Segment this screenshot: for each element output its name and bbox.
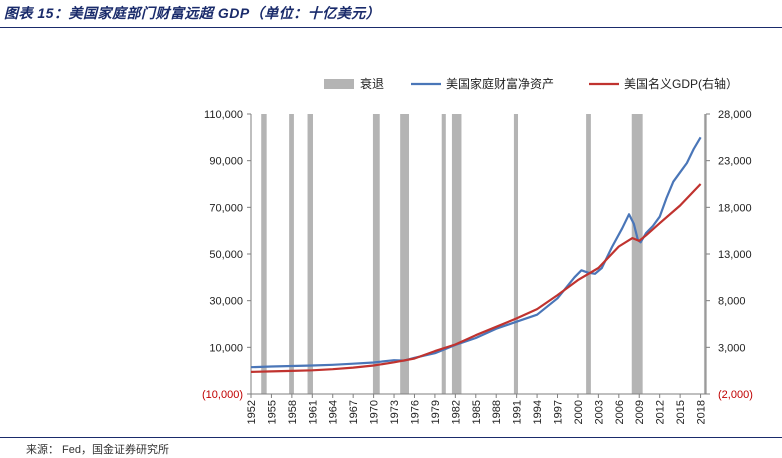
y-right-tick-label: 13,000 xyxy=(718,249,752,261)
figure-title: 图表 15：美国家庭部门财富远超 GDP（单位：十亿美元） xyxy=(4,5,381,21)
legend-swatch-recession xyxy=(324,79,354,89)
legend-label-wealth: 美国家庭财富净资产 xyxy=(446,76,554,91)
x-tick-label: 2003 xyxy=(593,400,605,424)
x-tick-label: 1994 xyxy=(532,400,544,424)
y-right-tick-label: (2,000) xyxy=(718,389,753,401)
x-tick-label: 1979 xyxy=(430,400,442,424)
legend: 衰退 美国家庭财富净资产 美国名义GDP(右轴） xyxy=(324,76,738,91)
recession-bar xyxy=(703,114,706,394)
recession-bar xyxy=(261,114,267,394)
y-right-tick-label: 18,000 xyxy=(718,202,752,214)
x-tick-label: 2018 xyxy=(696,400,708,424)
recession-bar xyxy=(289,114,294,394)
title-divider xyxy=(0,27,782,28)
wealth-series-line xyxy=(250,136,702,369)
y-right-ticks: (2,000) 3,000 8,000 13,000 18,000 23,000 28,00… xyxy=(706,109,753,401)
y-right-tick-label: 8,000 xyxy=(718,296,746,308)
source-note: 来源： Fed，国金证券研究所 xyxy=(26,444,170,456)
y-right-tick-label: 23,000 xyxy=(718,156,752,168)
footer-divider xyxy=(0,437,782,438)
x-tick-label: 1964 xyxy=(328,400,340,424)
y-left-tick-label: 70,000 xyxy=(209,202,243,214)
x-tick-label: 1997 xyxy=(553,400,565,424)
x-tick-label: 1991 xyxy=(512,400,524,424)
recession-bar xyxy=(513,114,519,394)
series-lines xyxy=(250,136,702,373)
x-tick-label: 1970 xyxy=(369,400,381,424)
y-left-tick-label: 90,000 xyxy=(209,156,243,168)
x-tick-label: 1952 xyxy=(246,400,258,424)
legend-label-gdp: 美国名义GDP(右轴） xyxy=(624,76,738,91)
y-left-tick-label: 50,000 xyxy=(209,249,243,261)
x-axis-ticks: 1952 1955 1958 1961 1964 1967 1970 1973 1976 1979… xyxy=(246,394,708,424)
x-tick-label: 1985 xyxy=(471,400,483,424)
gdp-series-line xyxy=(250,183,702,373)
x-tick-label: 2006 xyxy=(614,400,626,424)
recession-bar xyxy=(307,114,313,394)
x-tick-label: 1955 xyxy=(266,400,278,424)
x-tick-label: 2009 xyxy=(634,400,646,424)
recession-bars xyxy=(261,114,706,394)
x-tick-label: 2015 xyxy=(675,400,687,424)
x-tick-label: 1973 xyxy=(389,400,401,424)
x-tick-label: 2000 xyxy=(573,400,585,424)
recession-bar xyxy=(631,114,643,394)
y-left-tick-label: 110,000 xyxy=(204,109,243,121)
recession-bar xyxy=(441,114,446,394)
y-left-tick-label: 10,000 xyxy=(209,342,243,354)
x-tick-label: 1976 xyxy=(409,400,421,424)
x-tick-label: 1958 xyxy=(287,400,299,424)
y-right-tick-label: 3,000 xyxy=(718,342,746,354)
y-left-tick-label: (10,000) xyxy=(202,389,243,401)
recession-bar xyxy=(400,114,410,394)
x-tick-label: 1961 xyxy=(307,400,319,424)
y-left-ticks: (10,000) 10,000 30,000 50,000 70,000 90,000 11… xyxy=(202,109,251,401)
recession-bar xyxy=(451,114,462,394)
x-tick-label: 1982 xyxy=(450,400,462,424)
y-right-tick-label: 28,000 xyxy=(718,109,752,121)
x-tick-label: 1967 xyxy=(348,400,360,424)
legend-label-recession: 衰退 xyxy=(360,76,384,91)
x-tick-label: 1988 xyxy=(491,400,503,424)
y-left-tick-label: 30,000 xyxy=(209,296,243,308)
x-tick-label: 2012 xyxy=(655,400,667,424)
recession-bar xyxy=(586,114,591,394)
recession-bar xyxy=(372,114,380,394)
